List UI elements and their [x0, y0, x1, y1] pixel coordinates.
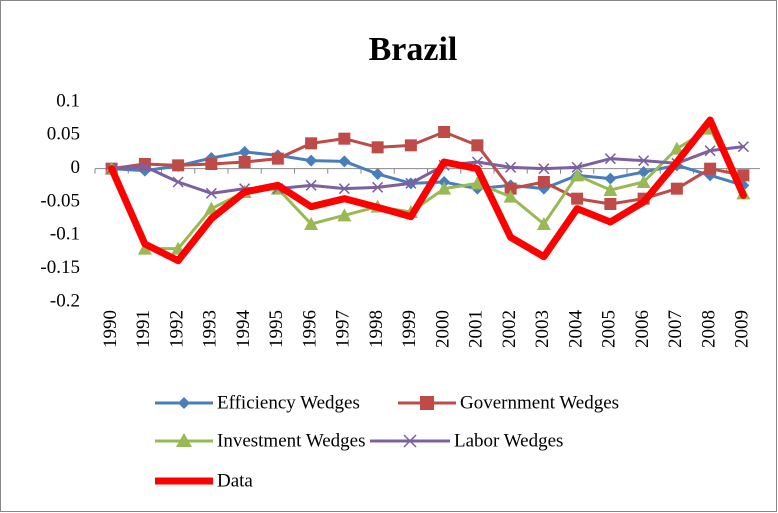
marker	[372, 181, 384, 193]
marker	[604, 153, 616, 165]
chart-title: Brazil	[369, 31, 458, 68]
marker	[371, 141, 384, 154]
marker	[238, 146, 251, 158]
x-tick-label: 1998	[366, 310, 387, 348]
x-tick-label: 2003	[532, 310, 553, 348]
marker	[438, 126, 451, 138]
marker	[470, 176, 485, 190]
marker	[704, 145, 716, 157]
marker	[205, 187, 217, 199]
marker	[537, 176, 550, 188]
y-tick-label: 0	[71, 157, 81, 178]
y-tick-label: -0.1	[50, 224, 80, 245]
marker	[704, 162, 717, 175]
legend-label: Efficiency Wedges	[217, 392, 360, 413]
x-tick-label: 1997	[333, 310, 354, 348]
marker	[505, 161, 517, 173]
marker	[238, 156, 251, 168]
legend-marker	[178, 397, 190, 409]
x-tick-label: 2001	[466, 310, 487, 348]
marker	[205, 158, 218, 170]
x-tick-label: 1993	[200, 310, 221, 348]
marker	[305, 179, 317, 191]
marker	[371, 168, 384, 180]
series-line	[110, 127, 745, 251]
marker	[504, 182, 517, 195]
x-tick-label: 2008	[698, 310, 719, 348]
marker	[172, 159, 185, 172]
marker	[271, 152, 284, 165]
marker	[737, 141, 749, 153]
series-line	[108, 116, 747, 265]
x-tick-label: 1991	[133, 310, 154, 348]
marker	[636, 175, 651, 188]
legend-item: Government Wedges	[398, 392, 619, 413]
legend-label: Investment Wedges	[217, 430, 366, 451]
marker	[404, 139, 417, 152]
x-tick-label: 2006	[632, 310, 653, 348]
x-tick-label: 2004	[565, 310, 586, 349]
marker	[137, 241, 152, 255]
marker	[538, 163, 550, 175]
marker	[536, 217, 551, 230]
marker	[737, 169, 750, 182]
legend-item: Efficiency Wedges	[155, 392, 360, 413]
legend-marker	[403, 434, 417, 448]
x-tick-label: 1995	[266, 310, 287, 348]
marker	[670, 182, 683, 195]
x-tick-label: 2005	[599, 310, 620, 348]
x-tick-label: 2002	[499, 310, 520, 348]
y-tick-label: 0.05	[47, 124, 80, 145]
marker	[304, 217, 319, 230]
x-tick-label: 1992	[166, 310, 187, 348]
legend-item: Investment Wedges	[155, 430, 366, 451]
marker	[338, 183, 350, 195]
legend-label: Data	[217, 470, 253, 491]
marker	[604, 198, 617, 210]
marker	[638, 155, 650, 167]
y-tick-label: -0.05	[40, 190, 80, 211]
marker	[571, 161, 583, 173]
x-tick-label: 2007	[665, 310, 686, 348]
marker	[637, 166, 650, 178]
y-tick-label: -0.2	[50, 290, 80, 311]
legend-marker	[176, 433, 192, 447]
legend-label: Government Wedges	[460, 392, 619, 413]
marker	[338, 155, 351, 168]
y-tick-label: 0.1	[56, 90, 80, 111]
marker	[503, 189, 518, 203]
marker	[604, 172, 617, 185]
x-tick-label: 2009	[732, 310, 753, 348]
legend-item: Labor Wedges	[370, 430, 563, 451]
marker	[603, 183, 618, 196]
marker	[172, 176, 184, 188]
x-tick-label: 1996	[299, 310, 320, 348]
y-tick-label: -0.15	[40, 257, 80, 278]
legend-label: Labor Wedges	[454, 430, 563, 451]
marker	[471, 139, 484, 152]
x-tick-label: 1990	[100, 310, 121, 348]
legend-item: Data	[155, 470, 253, 491]
series-line	[110, 145, 745, 195]
marker	[305, 137, 318, 150]
marker	[305, 154, 318, 167]
x-tick-label: 1999	[399, 310, 420, 348]
marker	[571, 192, 584, 205]
marker	[139, 161, 151, 173]
marker	[337, 208, 352, 222]
marker	[405, 177, 417, 189]
marker	[669, 141, 684, 155]
x-tick-label: 2000	[432, 310, 453, 348]
legend-marker	[420, 396, 434, 410]
marker	[338, 132, 351, 145]
marker	[437, 181, 452, 195]
marker	[570, 168, 585, 182]
x-tick-label: 1994	[233, 310, 254, 349]
